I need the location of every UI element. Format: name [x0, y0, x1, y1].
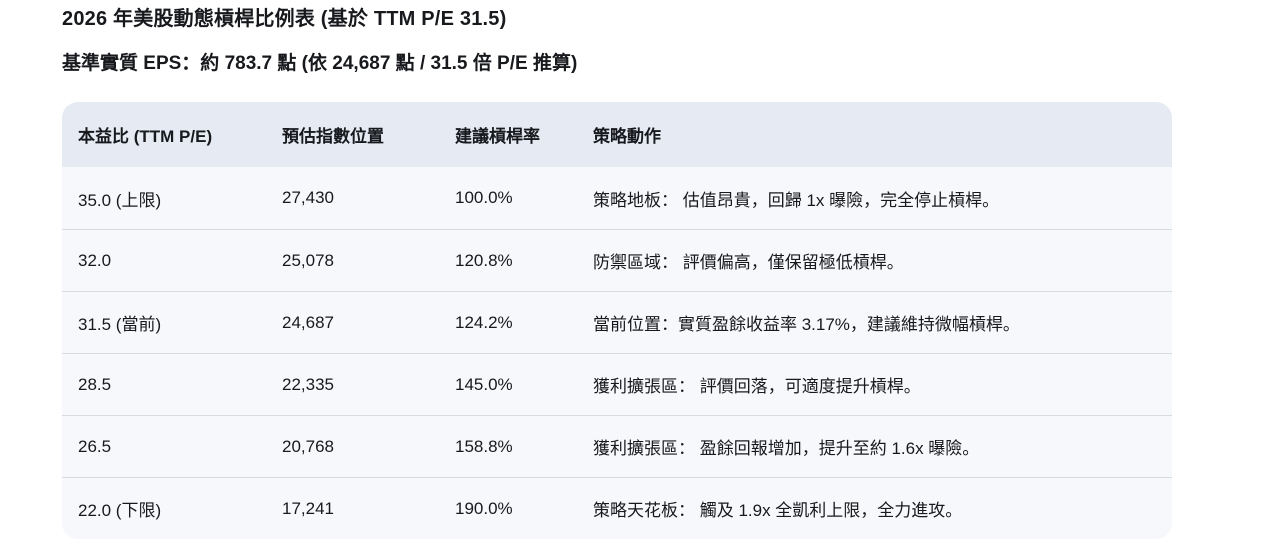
index-level-cell: 25,078 — [266, 229, 439, 291]
action-cell: 策略天花板： 觸及 1.9x 全凱利上限，全力進攻。 — [577, 477, 1172, 539]
table-header-row: 本益比 (TTM P/E) 預估指數位置 建議槓桿率 策略動作 — [62, 102, 1172, 167]
index-level-cell: 20,768 — [266, 415, 439, 477]
index-level-cell: 17,241 — [266, 477, 439, 539]
action-cell: 防禦區域： 評價偏高，僅保留極低槓桿。 — [577, 229, 1172, 291]
action-cell: 當前位置：實質盈餘收益率 3.17%，建議維持微幅槓桿。 — [577, 291, 1172, 353]
pe-cell: 22.0 (下限) — [62, 477, 266, 539]
table-row: 31.5 (當前) 24,687 124.2% 當前位置：實質盈餘收益率 3.1… — [62, 291, 1172, 353]
leverage-cell: 124.2% — [439, 291, 577, 353]
leverage-table: 本益比 (TTM P/E) 預估指數位置 建議槓桿率 策略動作 35.0 (上限… — [62, 102, 1172, 539]
leverage-cell: 100.0% — [439, 167, 577, 229]
index-level-cell: 24,687 — [266, 291, 439, 353]
index-level-cell: 27,430 — [266, 167, 439, 229]
column-header-action: 策略動作 — [577, 102, 1172, 167]
table-row: 28.5 22,335 145.0% 獲利擴張區： 評價回落，可適度提升槓桿。 — [62, 353, 1172, 415]
action-cell: 獲利擴張區： 盈餘回報增加，提升至約 1.6x 曝險。 — [577, 415, 1172, 477]
action-cell: 獲利擴張區： 評價回落，可適度提升槓桿。 — [577, 353, 1172, 415]
leverage-cell: 158.8% — [439, 415, 577, 477]
pe-cell: 32.0 — [62, 229, 266, 291]
column-header-leverage: 建議槓桿率 — [439, 102, 577, 167]
column-header-index-level: 預估指數位置 — [266, 102, 439, 167]
column-header-pe: 本益比 (TTM P/E) — [62, 102, 266, 167]
page-title: 2026 年美股動態槓桿比例表 (基於 TTM P/E 31.5) — [62, 8, 507, 30]
index-level-cell: 22,335 — [266, 353, 439, 415]
leverage-cell: 120.8% — [439, 229, 577, 291]
pe-cell: 31.5 (當前) — [62, 291, 266, 353]
action-cell: 策略地板： 估值昂貴，回歸 1x 曝險，完全停止槓桿。 — [577, 167, 1172, 229]
pe-cell: 35.0 (上限) — [62, 167, 266, 229]
leverage-cell: 190.0% — [439, 477, 577, 539]
pe-cell: 26.5 — [62, 415, 266, 477]
table-row: 22.0 (下限) 17,241 190.0% 策略天花板： 觸及 1.9x 全… — [62, 477, 1172, 539]
table-row: 35.0 (上限) 27,430 100.0% 策略地板： 估值昂貴，回歸 1x… — [62, 167, 1172, 229]
table-row: 32.0 25,078 120.8% 防禦區域： 評價偏高，僅保留極低槓桿。 — [62, 229, 1172, 291]
table-row: 26.5 20,768 158.8% 獲利擴張區： 盈餘回報增加，提升至約 1.… — [62, 415, 1172, 477]
page-subtitle: 基準實質 EPS：約 783.7 點 (依 24,687 點 / 31.5 倍 … — [62, 53, 578, 74]
table-body: 35.0 (上限) 27,430 100.0% 策略地板： 估值昂貴，回歸 1x… — [62, 167, 1172, 539]
pe-cell: 28.5 — [62, 353, 266, 415]
leverage-cell: 145.0% — [439, 353, 577, 415]
leverage-table-card: 本益比 (TTM P/E) 預估指數位置 建議槓桿率 策略動作 35.0 (上限… — [62, 102, 1172, 539]
